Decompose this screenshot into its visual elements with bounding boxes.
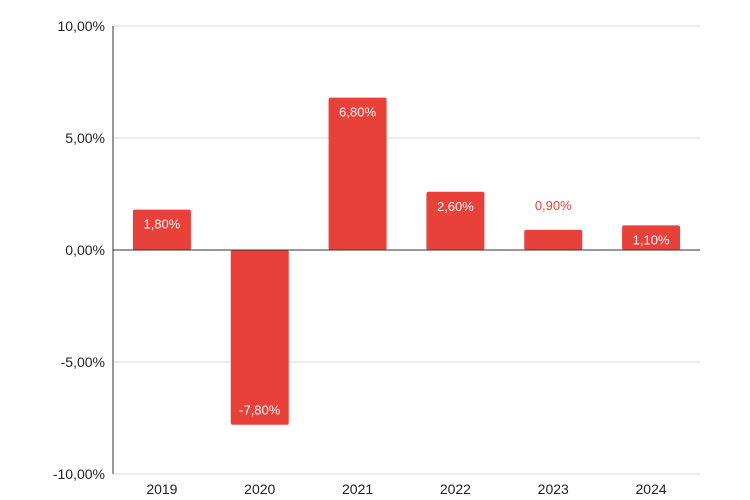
x-tick-label: 2020 — [244, 481, 275, 497]
axes — [112, 26, 700, 475]
data-label: 6,80% — [339, 105, 376, 120]
y-tick-label: 10,00% — [58, 18, 105, 34]
x-tick-label: 2019 — [146, 481, 177, 497]
x-tick-label: 2023 — [538, 481, 569, 497]
bar-2023 — [524, 229, 583, 250]
bar-2021 — [328, 97, 387, 251]
bar-2022 — [426, 191, 485, 250]
data-label: 1,10% — [633, 232, 670, 247]
data-label: 2,60% — [437, 199, 474, 214]
bar-2019 — [132, 209, 191, 250]
bar-2020 — [230, 250, 289, 425]
x-tick-label: 2021 — [342, 481, 373, 497]
data-label: 0,90% — [535, 198, 572, 213]
y-tick-label: -10,00% — [53, 466, 105, 482]
y-tick-label: 0,00% — [65, 242, 105, 258]
y-tick-label: -5,00% — [61, 354, 105, 370]
y-tick-label: 5,00% — [65, 130, 105, 146]
data-label: 1,80% — [143, 217, 180, 232]
bars — [132, 97, 681, 425]
y-axis-tick-labels: 10,00% 5,00% 0,00% -5,00% -10,00% — [53, 18, 105, 482]
x-axis-tick-labels: 2019 2020 2021 2022 2023 2024 — [146, 481, 667, 497]
x-tick-label: 2022 — [440, 481, 471, 497]
bar-2024 — [622, 225, 681, 250]
data-labels: 1,80% -7,80% 6,80% 2,60% 0,90% 1,10% — [143, 105, 669, 418]
data-label: -7,80% — [239, 403, 281, 418]
x-tick-label: 2024 — [636, 481, 667, 497]
